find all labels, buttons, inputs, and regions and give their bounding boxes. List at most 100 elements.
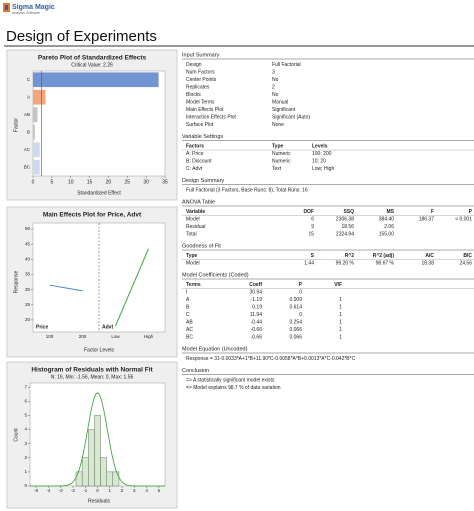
x-tick-label: 1 (109, 488, 112, 493)
table-cell: 0.19 (252, 305, 262, 311)
table-cell: 0.066 (289, 327, 302, 333)
table-cell: Center Points (186, 77, 217, 83)
section-title: Design Summary (182, 178, 224, 184)
table-cell: Interaction Effects Plot (186, 115, 237, 121)
x-tick-label: 2 (121, 488, 124, 493)
y-tick-label: 5 (24, 413, 27, 418)
hist-bar (112, 471, 120, 487)
y-tick-label: 20 (25, 317, 31, 322)
table-cell: None (272, 122, 284, 128)
column-header: S (311, 253, 315, 259)
bar (33, 89, 46, 105)
chart-title: Main Effects Plot for Price, Advt (43, 212, 142, 219)
column-header: Coeff (249, 282, 262, 288)
effect-line (49, 284, 83, 292)
table-cell: 100; 200 (312, 151, 332, 157)
text-line: => A statistically significant model exi… (186, 378, 275, 384)
table-cell: Total (186, 232, 197, 238)
table-cell: Num Factors (186, 70, 215, 76)
x-tick-label: 0 (32, 179, 35, 185)
x-tick-label: 100 (46, 334, 54, 339)
column-header: R^2 (345, 253, 355, 259)
table-cell: Model (186, 217, 200, 223)
y-tick-label: 3 (24, 441, 27, 446)
normal-fit (30, 392, 165, 487)
column-header: SSQ (343, 209, 354, 215)
x-tick-label: 0 (96, 488, 99, 493)
table-cell: Surface Plot (186, 122, 214, 128)
y-tick-label: 50 (25, 226, 31, 231)
column-header: P (469, 209, 473, 215)
table-cell: 15 (308, 232, 314, 238)
x-tick-label: 35 (162, 179, 168, 185)
column-header: BIC (463, 253, 472, 259)
table-cell: 2306.38 (336, 217, 354, 223)
section-title: Goodness of Fit (182, 243, 221, 249)
effect-line (115, 248, 149, 327)
bar (33, 142, 40, 158)
table-cell: 6 (311, 217, 314, 223)
table-cell: Design (186, 62, 202, 68)
table-cell: 1 (339, 305, 342, 311)
section-title: ANOVA Table (182, 199, 215, 205)
table-cell: 9 (311, 224, 314, 230)
text-line: Full Factorial (3 Factors, Base Runs: 8)… (186, 188, 308, 194)
table-cell: Low; High (312, 166, 334, 172)
y-tick-label: 25 (25, 302, 31, 307)
y-tick-label: BC (24, 164, 31, 169)
table-cell: 1 (339, 312, 342, 318)
x-tick-label: Low (111, 334, 120, 339)
table-cell: Residual (186, 224, 205, 230)
table-cell: Main Effects Plot (186, 107, 224, 113)
table-cell: -0.66 (251, 327, 263, 333)
column-header: Terms (186, 282, 201, 288)
hist-bar (100, 457, 107, 487)
y-axis-label: Response (13, 271, 19, 294)
column-header: MS (387, 209, 395, 215)
y-tick-label: 30 (25, 287, 31, 292)
y-axis-label: Factor (13, 118, 19, 133)
y-tick-label: 0 (24, 483, 27, 488)
x-tick-label: -4 (46, 488, 50, 493)
hist-bar (106, 471, 114, 487)
table-cell: 24.56 (459, 261, 472, 267)
chart-title: Pareto Plot of Standardized Effects (38, 55, 147, 62)
text-line: => Model explains 98.7 % of data variati… (186, 385, 281, 391)
text-line: Response = 31-0.0033*A+1*B+11.90*C-0.005… (186, 356, 356, 362)
table-cell: Numeric (272, 159, 291, 165)
y-tick-label: C (27, 77, 31, 82)
table-cell: -0.66 (251, 335, 263, 341)
y-tick-label: 2 (24, 455, 27, 460)
table-cell: 1 (339, 327, 342, 333)
y-tick-label: 40 (25, 257, 31, 262)
x-tick-label: 10 (68, 179, 74, 185)
chart-subtitle: Critical Value: 2.26 (71, 62, 113, 68)
page-title: Design of Experiments (6, 28, 157, 45)
table-cell: 99.20 % (336, 261, 355, 267)
chart-subtitle: N: 16, Min: -1.56, Mean: 0, Max: 1.56 (51, 374, 134, 380)
table-cell: Model (186, 261, 200, 267)
series-label: Price (36, 324, 48, 330)
x-tick-label: 200 (79, 334, 87, 339)
table-cell: 3 (272, 70, 275, 76)
y-tick-label: B (27, 129, 30, 134)
section-title: Input Summary (182, 52, 220, 58)
table-cell: 98.67 % (376, 261, 395, 267)
y-tick-label: 6 (24, 399, 27, 404)
column-header: DOF (303, 209, 314, 215)
x-tick-label: -5 (34, 488, 38, 493)
x-tick-label: 15 (87, 179, 93, 185)
table-cell: No (272, 92, 279, 98)
y-tick-label: 4 (24, 427, 27, 432)
column-header: Variable (186, 209, 205, 215)
section-title: Model Coefficients (Coded) (182, 272, 249, 278)
table-cell: 10; 20 (312, 159, 326, 165)
x-tick-label: -3 (59, 488, 63, 493)
hist-bar (81, 457, 89, 487)
table-cell: No (272, 77, 279, 83)
table-cell: Model Terms (186, 100, 215, 106)
column-header: R^2 (adj) (373, 253, 395, 259)
table-cell: 0 (299, 312, 302, 318)
logo: Sigma Magic (12, 4, 55, 11)
hist-bar (75, 471, 83, 487)
